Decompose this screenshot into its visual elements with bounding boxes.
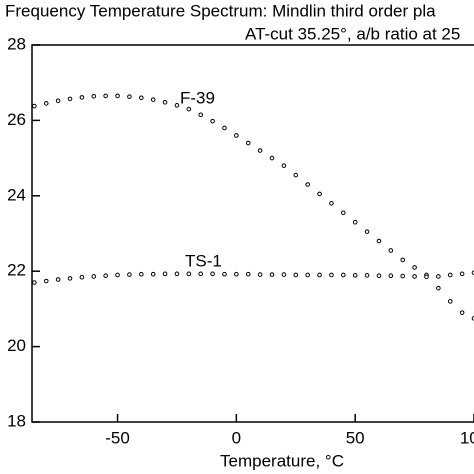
data-point	[447, 272, 453, 278]
data-point	[139, 95, 144, 101]
data-point	[103, 273, 108, 279]
data-point	[305, 272, 310, 278]
data-point	[55, 277, 61, 282]
data-point	[400, 273, 406, 279]
data-point	[79, 274, 85, 280]
data-point	[139, 271, 144, 277]
data-point	[388, 273, 394, 279]
y-tick-label: 26	[7, 110, 26, 129]
data-point	[317, 191, 322, 197]
data-point	[341, 210, 346, 216]
data-point	[281, 272, 287, 277]
data-point	[257, 272, 263, 277]
data-point	[67, 276, 73, 281]
data-point	[162, 271, 168, 277]
data-point	[269, 272, 275, 277]
data-point	[376, 273, 382, 279]
x-tick-label: 100	[460, 428, 474, 447]
data-point	[436, 285, 441, 291]
data-point	[186, 271, 192, 277]
x-tick-label: -50	[105, 428, 130, 447]
plot-frame	[31, 44, 474, 423]
data-point	[103, 93, 108, 99]
chart-subtitle: AT-cut 35.25°, a/b ratio at 25	[245, 24, 460, 43]
y-tick-label: 22	[7, 261, 26, 280]
annotation: F-39	[180, 88, 215, 107]
data-point	[150, 271, 156, 277]
data-point	[376, 238, 382, 244]
x-axis-label: Temperature, °C	[220, 451, 344, 470]
data-point	[400, 257, 406, 263]
data-point	[32, 280, 37, 285]
data-point	[174, 103, 180, 108]
x-tick-label: 0	[232, 428, 241, 447]
data-point	[459, 310, 465, 315]
data-point	[305, 182, 310, 187]
data-point	[198, 271, 204, 277]
data-point	[91, 274, 97, 279]
data-point	[447, 299, 453, 304]
data-point	[222, 271, 227, 277]
data-point	[222, 125, 227, 131]
data-point	[234, 133, 239, 138]
data-point	[234, 271, 239, 277]
data-point	[352, 219, 358, 225]
data-point	[364, 273, 370, 278]
data-point	[43, 101, 49, 106]
data-point	[281, 163, 287, 168]
data-point	[329, 201, 334, 206]
data-point	[269, 155, 275, 161]
data-point	[127, 272, 132, 277]
data-point	[43, 278, 49, 284]
data-point	[412, 265, 417, 270]
data-point	[55, 98, 61, 104]
annotation: TS-1	[185, 251, 222, 270]
data-point	[174, 271, 180, 277]
data-point	[79, 95, 85, 100]
data-point	[150, 97, 156, 102]
data-point	[436, 274, 441, 279]
y-tick-label: 18	[7, 411, 26, 430]
data-point	[67, 96, 73, 102]
data-point	[245, 271, 251, 277]
data-point	[364, 229, 370, 234]
data-point	[329, 272, 334, 278]
data-point	[210, 118, 215, 124]
data-point	[293, 172, 299, 178]
data-point	[210, 271, 215, 277]
data-point	[459, 271, 465, 277]
data-point	[198, 112, 204, 118]
data-point	[341, 272, 346, 278]
data-point	[388, 248, 394, 253]
data-point	[91, 93, 97, 99]
data-point	[293, 272, 299, 278]
y-tick-label: 20	[7, 336, 26, 355]
y-tick-label: 28	[7, 34, 26, 53]
data-point	[412, 274, 417, 279]
data-point	[352, 273, 358, 278]
data-point	[115, 93, 120, 99]
data-point	[424, 274, 429, 280]
x-tick-label: 50	[346, 428, 365, 447]
data-point	[317, 272, 322, 278]
data-point	[245, 140, 251, 146]
data-point	[115, 272, 120, 278]
data-point	[186, 106, 192, 112]
data-point	[257, 148, 263, 153]
data-point	[127, 94, 132, 99]
data-point	[32, 103, 37, 109]
data-point	[162, 100, 168, 105]
chart-title: Frequency Temperature Spectrum: Mindlin …	[5, 1, 436, 20]
y-tick-label: 24	[7, 185, 26, 204]
